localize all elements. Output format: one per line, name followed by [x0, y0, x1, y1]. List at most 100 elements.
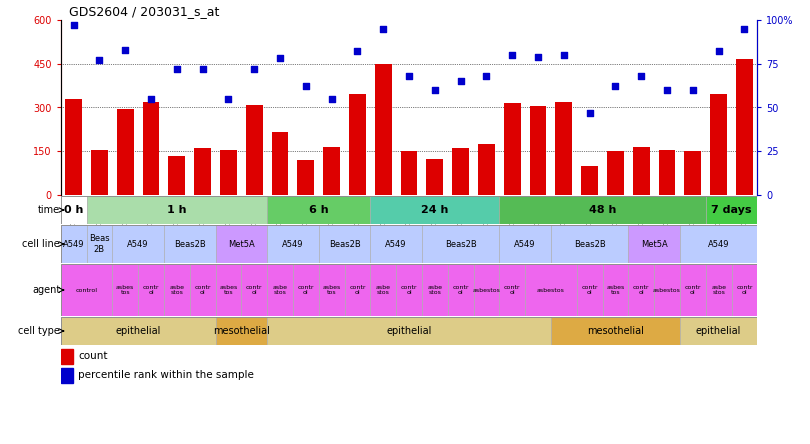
Point — [300, 83, 313, 90]
Bar — [422, 264, 448, 316]
Bar — [319, 225, 370, 263]
Bar — [139, 264, 164, 316]
Text: 24 h: 24 h — [421, 205, 449, 215]
Text: asbestos: asbestos — [472, 288, 501, 293]
Bar — [731, 264, 757, 316]
Text: asbes
tos: asbes tos — [220, 285, 237, 295]
Text: contr
ol: contr ol — [453, 285, 469, 295]
Text: GDS2604 / 203031_s_at: GDS2604 / 203031_s_at — [69, 5, 220, 18]
Text: Beas2B: Beas2B — [329, 239, 360, 249]
Bar — [504, 103, 521, 195]
Bar — [220, 150, 237, 195]
Text: asbestos: asbestos — [653, 288, 681, 293]
Bar — [267, 196, 370, 224]
Bar — [551, 225, 629, 263]
Bar — [684, 151, 701, 195]
Text: epithelial: epithelial — [386, 326, 432, 336]
Bar — [87, 225, 113, 263]
Text: control: control — [75, 288, 97, 293]
Bar — [452, 148, 469, 195]
Bar — [680, 264, 706, 316]
Text: asbe
stos: asbe stos — [376, 285, 390, 295]
Text: A549: A549 — [514, 239, 536, 249]
Bar — [194, 148, 211, 195]
Text: percentile rank within the sample: percentile rank within the sample — [78, 370, 254, 380]
Bar — [91, 150, 108, 195]
Bar — [297, 160, 314, 195]
Point — [93, 57, 106, 64]
Text: Beas2B: Beas2B — [174, 239, 206, 249]
Text: count: count — [78, 351, 108, 361]
Text: asbe
stos: asbe stos — [169, 285, 185, 295]
Point — [505, 52, 518, 59]
Bar — [215, 225, 267, 263]
Bar — [396, 264, 422, 316]
Text: A549: A549 — [708, 239, 729, 249]
Bar — [654, 264, 680, 316]
Bar — [66, 99, 82, 195]
Point — [196, 65, 209, 72]
Text: mesothelial: mesothelial — [587, 326, 644, 336]
Bar — [61, 225, 87, 263]
Bar — [271, 132, 288, 195]
Point — [274, 55, 287, 62]
Point — [377, 25, 390, 32]
Text: Beas2B: Beas2B — [445, 239, 476, 249]
Text: agent: agent — [32, 285, 60, 295]
Point — [351, 48, 364, 55]
Bar — [344, 264, 370, 316]
Bar — [680, 317, 757, 345]
Bar — [499, 196, 706, 224]
Bar — [246, 105, 262, 195]
Text: contr
ol: contr ol — [349, 285, 365, 295]
Text: Beas2B: Beas2B — [573, 239, 606, 249]
Bar — [215, 317, 267, 345]
Point — [67, 22, 80, 29]
Bar — [190, 264, 215, 316]
Bar — [117, 109, 134, 195]
Text: A549: A549 — [386, 239, 407, 249]
Text: cell type: cell type — [19, 326, 60, 336]
Bar — [530, 106, 547, 195]
Text: contr
ol: contr ol — [504, 285, 521, 295]
Bar — [474, 264, 499, 316]
Bar — [478, 144, 495, 195]
Point — [531, 53, 544, 60]
Text: 6 h: 6 h — [309, 205, 329, 215]
Point — [557, 52, 570, 59]
Text: epithelial: epithelial — [696, 326, 741, 336]
Point — [222, 95, 235, 102]
Bar — [349, 95, 366, 195]
Text: asbes
tos: asbes tos — [322, 285, 341, 295]
Text: A549: A549 — [63, 239, 84, 249]
Bar — [143, 102, 160, 195]
Text: Met5A: Met5A — [228, 239, 254, 249]
Text: contr
ol: contr ol — [297, 285, 314, 295]
Point — [712, 48, 725, 55]
Bar — [164, 264, 190, 316]
Bar — [164, 225, 215, 263]
Bar — [370, 196, 499, 224]
Text: contr
ol: contr ol — [633, 285, 650, 295]
Point — [454, 78, 467, 85]
Text: 7 days: 7 days — [711, 205, 752, 215]
Bar — [87, 196, 267, 224]
Text: time: time — [38, 205, 60, 215]
Text: asbes
tos: asbes tos — [607, 285, 625, 295]
Bar — [61, 317, 215, 345]
Text: contr
ol: contr ol — [684, 285, 701, 295]
Text: A549: A549 — [127, 239, 149, 249]
Bar — [61, 264, 113, 316]
Bar — [426, 159, 443, 195]
Bar — [556, 102, 572, 195]
Bar — [499, 264, 525, 316]
Point — [144, 95, 157, 102]
Bar — [659, 150, 676, 195]
Bar — [629, 264, 654, 316]
Text: contr
ol: contr ol — [246, 285, 262, 295]
Point — [403, 72, 416, 79]
Point — [119, 46, 132, 53]
Point — [428, 87, 441, 94]
Bar — [525, 264, 577, 316]
Bar — [629, 225, 680, 263]
